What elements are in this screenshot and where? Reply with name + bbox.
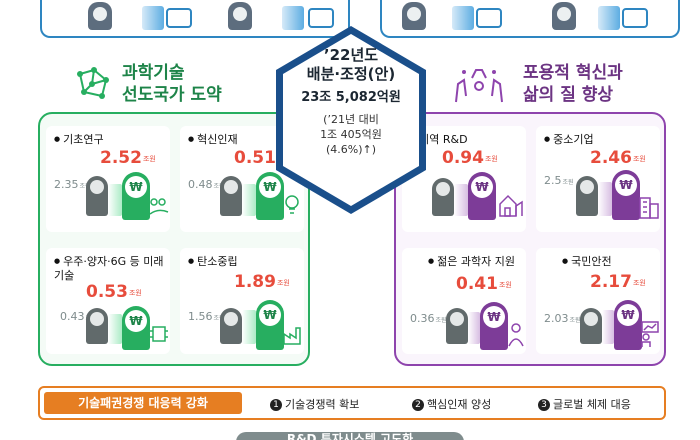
won-pillar-icon: ₩ — [614, 300, 642, 350]
card-name: 기초연구 — [54, 132, 103, 147]
hex-amount: 23조 5,082억원 — [301, 90, 401, 105]
right-section-title: 포용적 혁신과 삶의 질 향상 — [523, 62, 623, 106]
card-prev-value: 0.48조원 — [188, 178, 225, 191]
card-young-scientist: 젊은 과학자 지원 0.41조원 0.36조원 ₩ — [402, 248, 526, 354]
prev-pillar-icon — [220, 176, 242, 216]
tool-icon — [622, 8, 648, 28]
bar-icon — [452, 6, 474, 30]
card-name: 우주·양자·6G 등 미래기술 — [54, 254, 172, 283]
prev-pillar-icon — [446, 308, 468, 344]
top-panel-right — [380, 0, 680, 38]
hex-note-line1: (’21년 대비 — [323, 113, 379, 126]
chip-icon — [150, 326, 168, 342]
prev-pillar-icon — [432, 178, 454, 216]
top-panel-left — [40, 0, 350, 38]
coin-pillar-icon — [552, 2, 576, 30]
card-prev-value: 2.03조원 — [544, 312, 581, 325]
hex-note-line2: 1조 405억원 — [320, 128, 382, 141]
hex-note: (’21년 대비 1조 405억원 (4.6%)↑) — [272, 112, 430, 157]
network-icon — [77, 67, 109, 99]
card-value: 2.52조원 — [100, 148, 156, 168]
won-pillar-icon: ₩ — [468, 172, 496, 220]
hex-title: 배분·조정(안) — [306, 65, 396, 83]
growth-gradient — [242, 310, 256, 344]
next-section-pill: R&D 투자시스템 고도화 — [236, 432, 464, 440]
prev-pillar-icon — [220, 308, 242, 344]
prev-pillar-icon — [580, 308, 602, 344]
right-panel: 지역 R&D 0.94조원 ₩ 중소기업 2.46조원 2.5조원 ₩ 젊은 과… — [394, 112, 666, 366]
bar-icon — [142, 6, 164, 30]
left-section-title: 과학기술 선도국가 도약 — [122, 62, 222, 106]
bottom-item-1: 1 기술경쟁력 확보 — [270, 396, 359, 412]
growth-gradient — [598, 182, 612, 216]
coin-pillar-icon — [228, 2, 252, 30]
bar-icon — [598, 6, 620, 30]
coin-pillar-icon — [88, 2, 112, 30]
bottom-item-2: 2 핵심인재 양성 — [412, 396, 491, 412]
card-carbon-neutral: 탄소중립 1.89조원 1.56조원 ₩ — [180, 248, 304, 354]
card-prev-value: 1.56조원 — [188, 310, 225, 323]
left-title-line1: 과학기술 — [122, 63, 185, 83]
card-name: 젊은 과학자 지원 — [428, 254, 515, 269]
card-value: 0.41조원 — [456, 274, 512, 294]
card-basic-research: 기초연구 2.52조원 2.35조원 ₩ — [46, 126, 170, 232]
card-name: 중소기업 — [544, 132, 593, 147]
growth-gradient — [602, 310, 614, 344]
coin-pillar-icon — [402, 2, 426, 30]
card-prev-value: 2.35조원 — [54, 178, 91, 191]
right-title-line2: 삶의 질 향상 — [523, 85, 614, 105]
bottom-item-3: 3 글로벌 체제 대응 — [538, 396, 631, 412]
won-pillar-icon: ₩ — [256, 300, 284, 350]
left-title-line2: 선도국가 도약 — [122, 85, 222, 105]
card-name: 지역 R&D — [410, 132, 467, 147]
presenter-icon — [641, 321, 659, 347]
prev-pillar-icon — [86, 308, 108, 344]
card-value: 0.53조원 — [86, 282, 142, 302]
won-pillar-icon: ₩ — [480, 302, 508, 350]
lightbulb-gear-icon — [285, 195, 299, 214]
card-name: 탄소중립 — [188, 254, 237, 269]
hex-year: ’22년도 — [323, 46, 379, 64]
won-pillar-icon: ₩ — [256, 172, 284, 220]
raised-hands-icon — [455, 69, 503, 103]
card-name: 혁신인재 — [188, 132, 237, 147]
card-sme: 중소기업 2.46조원 2.5조원 ₩ — [536, 126, 660, 232]
growth-gradient — [242, 184, 256, 216]
budget-hexagon: ’22년도 배분·조정(안) 23조 5,082억원 (’21년 대비 1조 4… — [272, 22, 430, 218]
card-future-tech: 우주·양자·6G 등 미래기술 0.53조원 0.43조원 ₩ — [46, 248, 170, 354]
card-regional-rnd: 지역 R&D 0.94조원 ₩ — [402, 126, 526, 232]
hexagon-shape — [276, 26, 426, 214]
card-prev-value: 0.36조원 — [410, 312, 447, 325]
growth-gradient — [454, 184, 468, 216]
left-panel: 기초연구 2.52조원 2.35조원 ₩ 혁신인재 0.51조원 0.48조원 … — [38, 112, 310, 366]
card-value: 0.94조원 — [442, 148, 498, 168]
houses-icon — [499, 194, 523, 217]
card-public-safety: 국민안전 2.17조원 2.03조원 ₩ — [536, 248, 660, 354]
card-name: 국민안전 — [562, 254, 611, 269]
prev-pillar-icon — [86, 176, 108, 216]
right-title-line1: 포용적 혁신과 — [523, 63, 623, 83]
growth-gradient — [468, 312, 480, 344]
card-prev-value: 2.5조원 — [544, 174, 574, 187]
bottom-strategy-bar: 기술패권경쟁 대응력 강화 1 기술경쟁력 확보 2 핵심인재 양성 3 글로벌 체제… — [38, 386, 666, 420]
factory-plant-icon — [283, 327, 301, 345]
growth-gradient — [108, 314, 122, 344]
growth-gradient — [108, 184, 122, 216]
won-pillar-icon: ₩ — [122, 172, 150, 220]
plant-hand-icon — [149, 198, 169, 215]
card-value: 2.17조원 — [590, 272, 646, 292]
hand-coin-icon — [476, 8, 502, 28]
bottom-tag: 기술패권경쟁 대응력 강화 — [44, 392, 242, 414]
bar-icon — [282, 6, 304, 30]
monitor-icon — [166, 8, 192, 28]
prev-pillar-icon — [576, 176, 598, 216]
won-pillar-icon: ₩ — [612, 170, 640, 220]
car-icon — [308, 8, 334, 28]
won-pillar-icon: ₩ — [122, 306, 150, 350]
buildings-icon — [639, 197, 659, 219]
card-value: 2.46조원 — [590, 148, 646, 168]
hex-note-line3: (4.6%)↑) — [325, 143, 377, 156]
scientist-icon — [508, 323, 524, 347]
card-value: 1.89조원 — [234, 272, 290, 292]
